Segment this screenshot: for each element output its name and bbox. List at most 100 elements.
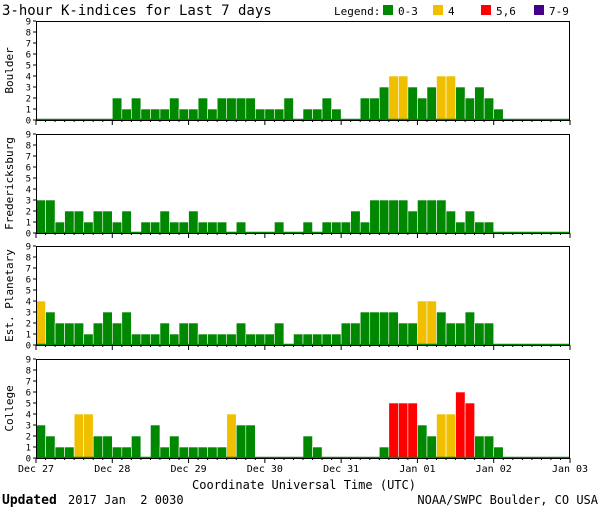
bar: [312, 108, 323, 121]
bar: [255, 108, 266, 121]
bar: [188, 322, 199, 346]
bar: [455, 86, 466, 121]
bar: [245, 333, 256, 346]
bar: [426, 86, 437, 121]
bar: [445, 75, 456, 121]
x-tick-label: Dec 27: [18, 464, 54, 475]
bar: [64, 210, 75, 234]
x-tick-label: Dec 28: [94, 464, 130, 475]
bar: [150, 333, 161, 346]
x-axis-label: Coordinate Universal Time (UTC): [192, 478, 416, 492]
bar: [235, 221, 247, 234]
bar: [235, 424, 247, 459]
bar: [188, 446, 199, 459]
y-tick-label: 8: [26, 142, 31, 152]
bar: [464, 210, 475, 234]
updated-label: Updated: [2, 493, 57, 508]
bar: [455, 221, 466, 234]
bar: [121, 108, 132, 121]
chart-title: 3-hour K-indices for Last 7 days: [2, 3, 272, 19]
y-tick-label: 6: [26, 276, 31, 286]
bar: [178, 446, 189, 459]
bar: [369, 311, 380, 346]
bar: [207, 333, 218, 346]
bar: [302, 435, 313, 459]
bar: [235, 97, 247, 121]
bar: [111, 221, 123, 234]
bar: [245, 424, 256, 459]
y-tick-label: 0: [26, 117, 31, 127]
bar: [111, 97, 123, 121]
y-tick-label: 2: [26, 433, 31, 443]
bar: [312, 446, 323, 459]
bar: [121, 446, 132, 459]
bar: [35, 199, 46, 234]
y-tick-label: 0: [26, 455, 31, 465]
y-tick-label: 3: [26, 197, 31, 207]
bar: [359, 221, 371, 234]
x-tick-label: Dec 29: [171, 464, 207, 475]
bar: [73, 210, 84, 234]
bar: [35, 300, 46, 346]
bar: [369, 199, 380, 234]
bar: [293, 333, 304, 346]
bar: [216, 446, 228, 459]
bar: [169, 435, 180, 459]
bar: [464, 311, 475, 346]
bar: [378, 199, 390, 234]
y-tick-label: 5: [26, 400, 31, 410]
bar: [455, 322, 466, 346]
bar: [483, 221, 495, 234]
bar: [378, 446, 390, 459]
bar: [350, 322, 361, 346]
bar: [197, 221, 208, 234]
bar: [83, 413, 94, 459]
y-tick-label: 9: [26, 18, 31, 28]
bar: [417, 300, 428, 346]
legend-label: Legend:: [334, 5, 380, 18]
bar: [331, 108, 342, 121]
bar: [178, 221, 189, 234]
bar: [169, 97, 180, 121]
y-tick-label: 0: [26, 230, 31, 240]
bar: [197, 333, 208, 346]
y-tick-label: 8: [26, 254, 31, 264]
y-tick-label: 5: [26, 287, 31, 297]
bar: [111, 446, 123, 459]
y-tick-label: 1: [26, 331, 31, 341]
bar: [131, 333, 142, 346]
bar: [83, 333, 94, 346]
bar: [255, 333, 266, 346]
bar: [378, 311, 390, 346]
bar: [388, 75, 399, 121]
bar: [45, 311, 56, 346]
y-tick-label: 4: [26, 186, 31, 196]
bar: [359, 97, 371, 121]
x-tick-label: Dec 30: [247, 464, 283, 475]
credit-text: NOAA/SWPC Boulder, CO USA: [417, 493, 598, 507]
bar: [54, 446, 65, 459]
bar: [388, 311, 399, 346]
bar: [302, 108, 313, 121]
bar: [274, 221, 285, 234]
bar: [207, 108, 218, 121]
bar: [483, 435, 495, 459]
bar: [64, 322, 75, 346]
bar: [131, 435, 142, 459]
panel-label-2: Fredericksburg: [3, 137, 16, 230]
bar: [121, 311, 132, 346]
bar: [426, 199, 437, 234]
bar: [340, 322, 351, 346]
panel-label-3: Est. Planetary: [3, 249, 16, 342]
bar: [207, 221, 218, 234]
bar: [73, 413, 84, 459]
bar: [455, 391, 466, 459]
y-tick-label: 7: [26, 265, 31, 275]
bar: [417, 424, 428, 459]
bar: [340, 221, 351, 234]
bar: [417, 199, 428, 234]
